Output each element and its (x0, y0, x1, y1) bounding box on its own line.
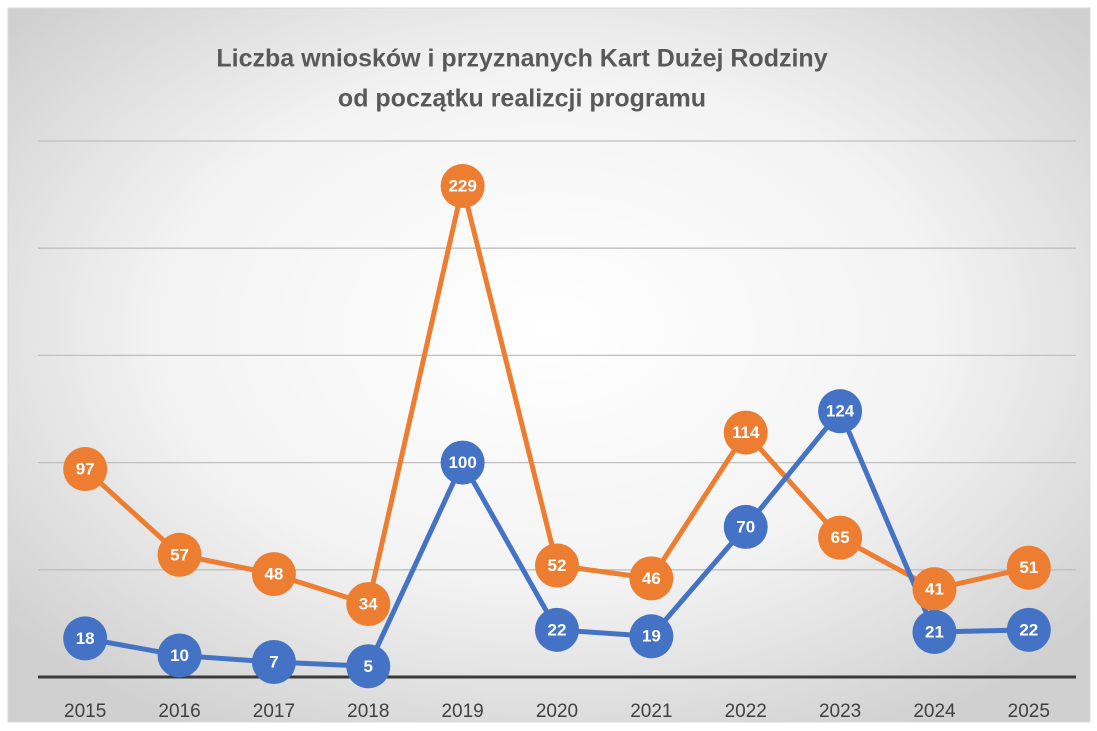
x-tick-label: 2024 (913, 701, 956, 722)
data-label: 114 (732, 423, 760, 442)
data-label: 21 (925, 622, 944, 641)
data-point (912, 609, 957, 654)
data-point (535, 543, 579, 588)
data-point (440, 164, 485, 209)
data-label: 97 (76, 460, 95, 479)
x-tick-label: 2025 (1008, 701, 1050, 722)
data-label: 51 (1019, 558, 1038, 577)
data-label: 41 (925, 580, 944, 599)
data-label: 124 (826, 402, 855, 421)
data-label: 100 (448, 453, 476, 472)
data-point (1006, 607, 1051, 652)
data-label: 70 (736, 517, 755, 536)
data-label: 22 (1019, 620, 1038, 639)
x-tick-label: 2016 (158, 701, 200, 722)
data-label: 10 (170, 646, 189, 665)
data-point (629, 556, 674, 601)
x-tick-label: 2017 (253, 701, 295, 722)
data-label: 229 (448, 177, 476, 196)
data-point (157, 633, 202, 678)
x-tick-label: 2019 (441, 701, 483, 722)
data-point (63, 447, 108, 492)
data-label: 22 (548, 620, 567, 639)
data-point (63, 616, 108, 661)
x-tick-label: 2021 (630, 701, 672, 722)
data-label: 57 (170, 545, 189, 564)
chart-title: Liczba wniosków i przyznanych Kart Dużej… (216, 45, 827, 73)
chart-background (7, 7, 1091, 723)
x-tick-label: 2023 (819, 701, 861, 722)
data-point (251, 639, 296, 684)
data-label: 34 (359, 595, 378, 614)
data-label: 65 (831, 528, 850, 547)
data-point (1006, 545, 1051, 590)
x-tick-label: 2020 (536, 701, 578, 722)
data-point (346, 644, 391, 689)
data-label: 7 (269, 652, 278, 671)
data-point (818, 389, 863, 434)
data-point (912, 567, 957, 612)
data-label: 18 (76, 629, 95, 648)
data-point (535, 607, 579, 652)
x-tick-label: 2015 (64, 701, 106, 722)
data-point (723, 410, 768, 455)
x-tick-label: 2018 (347, 701, 389, 722)
data-label: 5 (364, 657, 373, 676)
data-point (723, 504, 768, 549)
data-point (346, 582, 391, 627)
data-label: 46 (642, 569, 661, 588)
data-label: 52 (548, 556, 567, 575)
data-point (440, 440, 485, 485)
chart-title: od początku realizcji programu (338, 85, 706, 113)
data-point (157, 532, 202, 577)
data-label: 19 (642, 627, 661, 646)
data-label: 48 (264, 565, 283, 584)
data-point (818, 515, 863, 560)
data-point (629, 614, 674, 659)
data-point (251, 552, 296, 597)
x-tick-label: 2022 (725, 701, 767, 722)
